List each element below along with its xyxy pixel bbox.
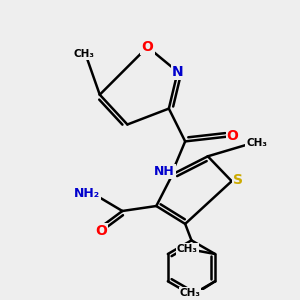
Text: S: S — [233, 173, 243, 187]
Text: CH₃: CH₃ — [177, 244, 198, 254]
Text: CH₃: CH₃ — [74, 49, 95, 59]
Text: N: N — [172, 65, 184, 79]
Text: CH₃: CH₃ — [180, 288, 201, 298]
Text: O: O — [227, 129, 239, 143]
Text: NH: NH — [154, 165, 175, 178]
Text: O: O — [95, 224, 107, 238]
Text: NH₂: NH₂ — [74, 187, 100, 200]
Text: CH₃: CH₃ — [246, 138, 267, 148]
Text: O: O — [142, 40, 153, 54]
